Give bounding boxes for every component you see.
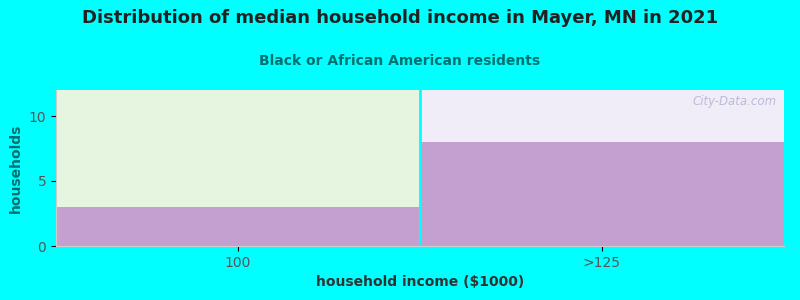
Text: Black or African American residents: Black or African American residents <box>259 54 541 68</box>
Text: Distribution of median household income in Mayer, MN in 2021: Distribution of median household income … <box>82 9 718 27</box>
Y-axis label: households: households <box>9 123 23 213</box>
X-axis label: household income ($1000): household income ($1000) <box>316 275 524 289</box>
Text: City-Data.com: City-Data.com <box>693 95 777 108</box>
